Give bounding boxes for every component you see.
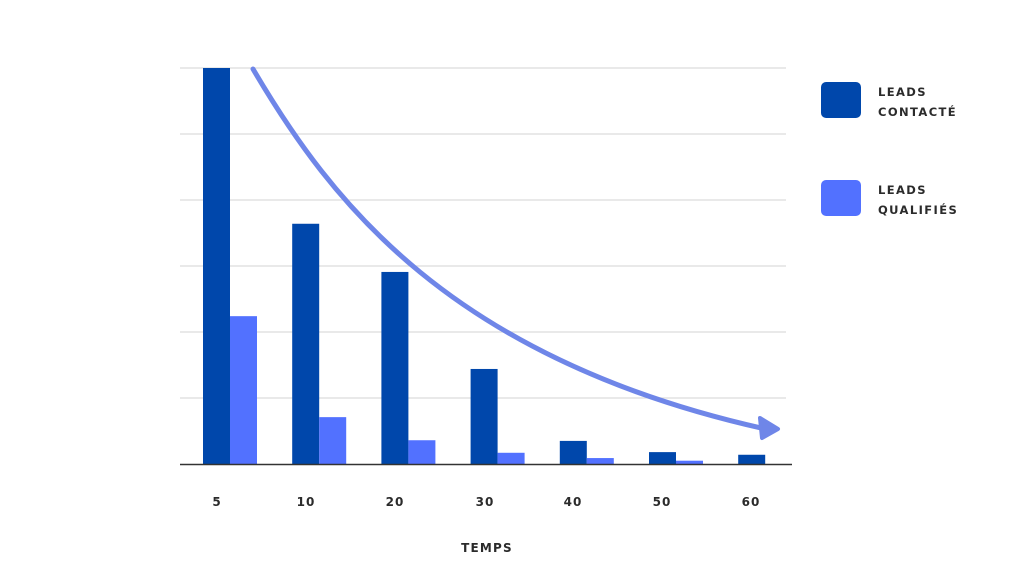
legend-swatch <box>821 180 861 216</box>
legend-label: LEADS QUALIFIÉS <box>878 180 998 220</box>
bar <box>586 458 614 464</box>
bar <box>381 271 409 464</box>
x-tick-label: 10 <box>296 495 316 509</box>
gridlines <box>180 67 786 399</box>
legend-item-contacte: LEADS CONTACTÉ <box>821 82 1021 122</box>
legend-label: LEADS CONTACTÉ <box>878 82 998 122</box>
arrow-head-icon <box>758 416 780 440</box>
x-tick-label: 20 <box>385 495 405 509</box>
x-axis-title: TEMPS <box>461 541 513 555</box>
bar <box>319 417 347 464</box>
legend-label-line: LEADS <box>878 183 927 197</box>
bar <box>497 452 525 464</box>
legend-label-line: QUALIFIÉS <box>878 203 959 217</box>
x-tick-label: 50 <box>652 495 672 509</box>
bar <box>203 68 230 464</box>
bar <box>676 460 703 464</box>
legend-label-line: LEADS <box>878 85 927 99</box>
legend-swatch <box>821 82 861 118</box>
x-tick-label: 5 <box>212 495 222 509</box>
bar <box>292 223 320 464</box>
trend-arrow <box>250 66 780 440</box>
bar <box>649 452 676 464</box>
bar <box>408 440 436 464</box>
bar <box>230 316 257 464</box>
x-tick-label: 40 <box>563 495 583 509</box>
x-tick-label: 30 <box>475 495 495 509</box>
x-tick-label: 60 <box>741 495 761 509</box>
bar <box>559 440 587 464</box>
legend-item-qualifies: LEADS QUALIFIÉS <box>821 180 1021 220</box>
bars <box>203 68 766 464</box>
bar <box>470 368 498 464</box>
bar <box>738 454 766 464</box>
legend-label-line: CONTACTÉ <box>878 105 958 119</box>
